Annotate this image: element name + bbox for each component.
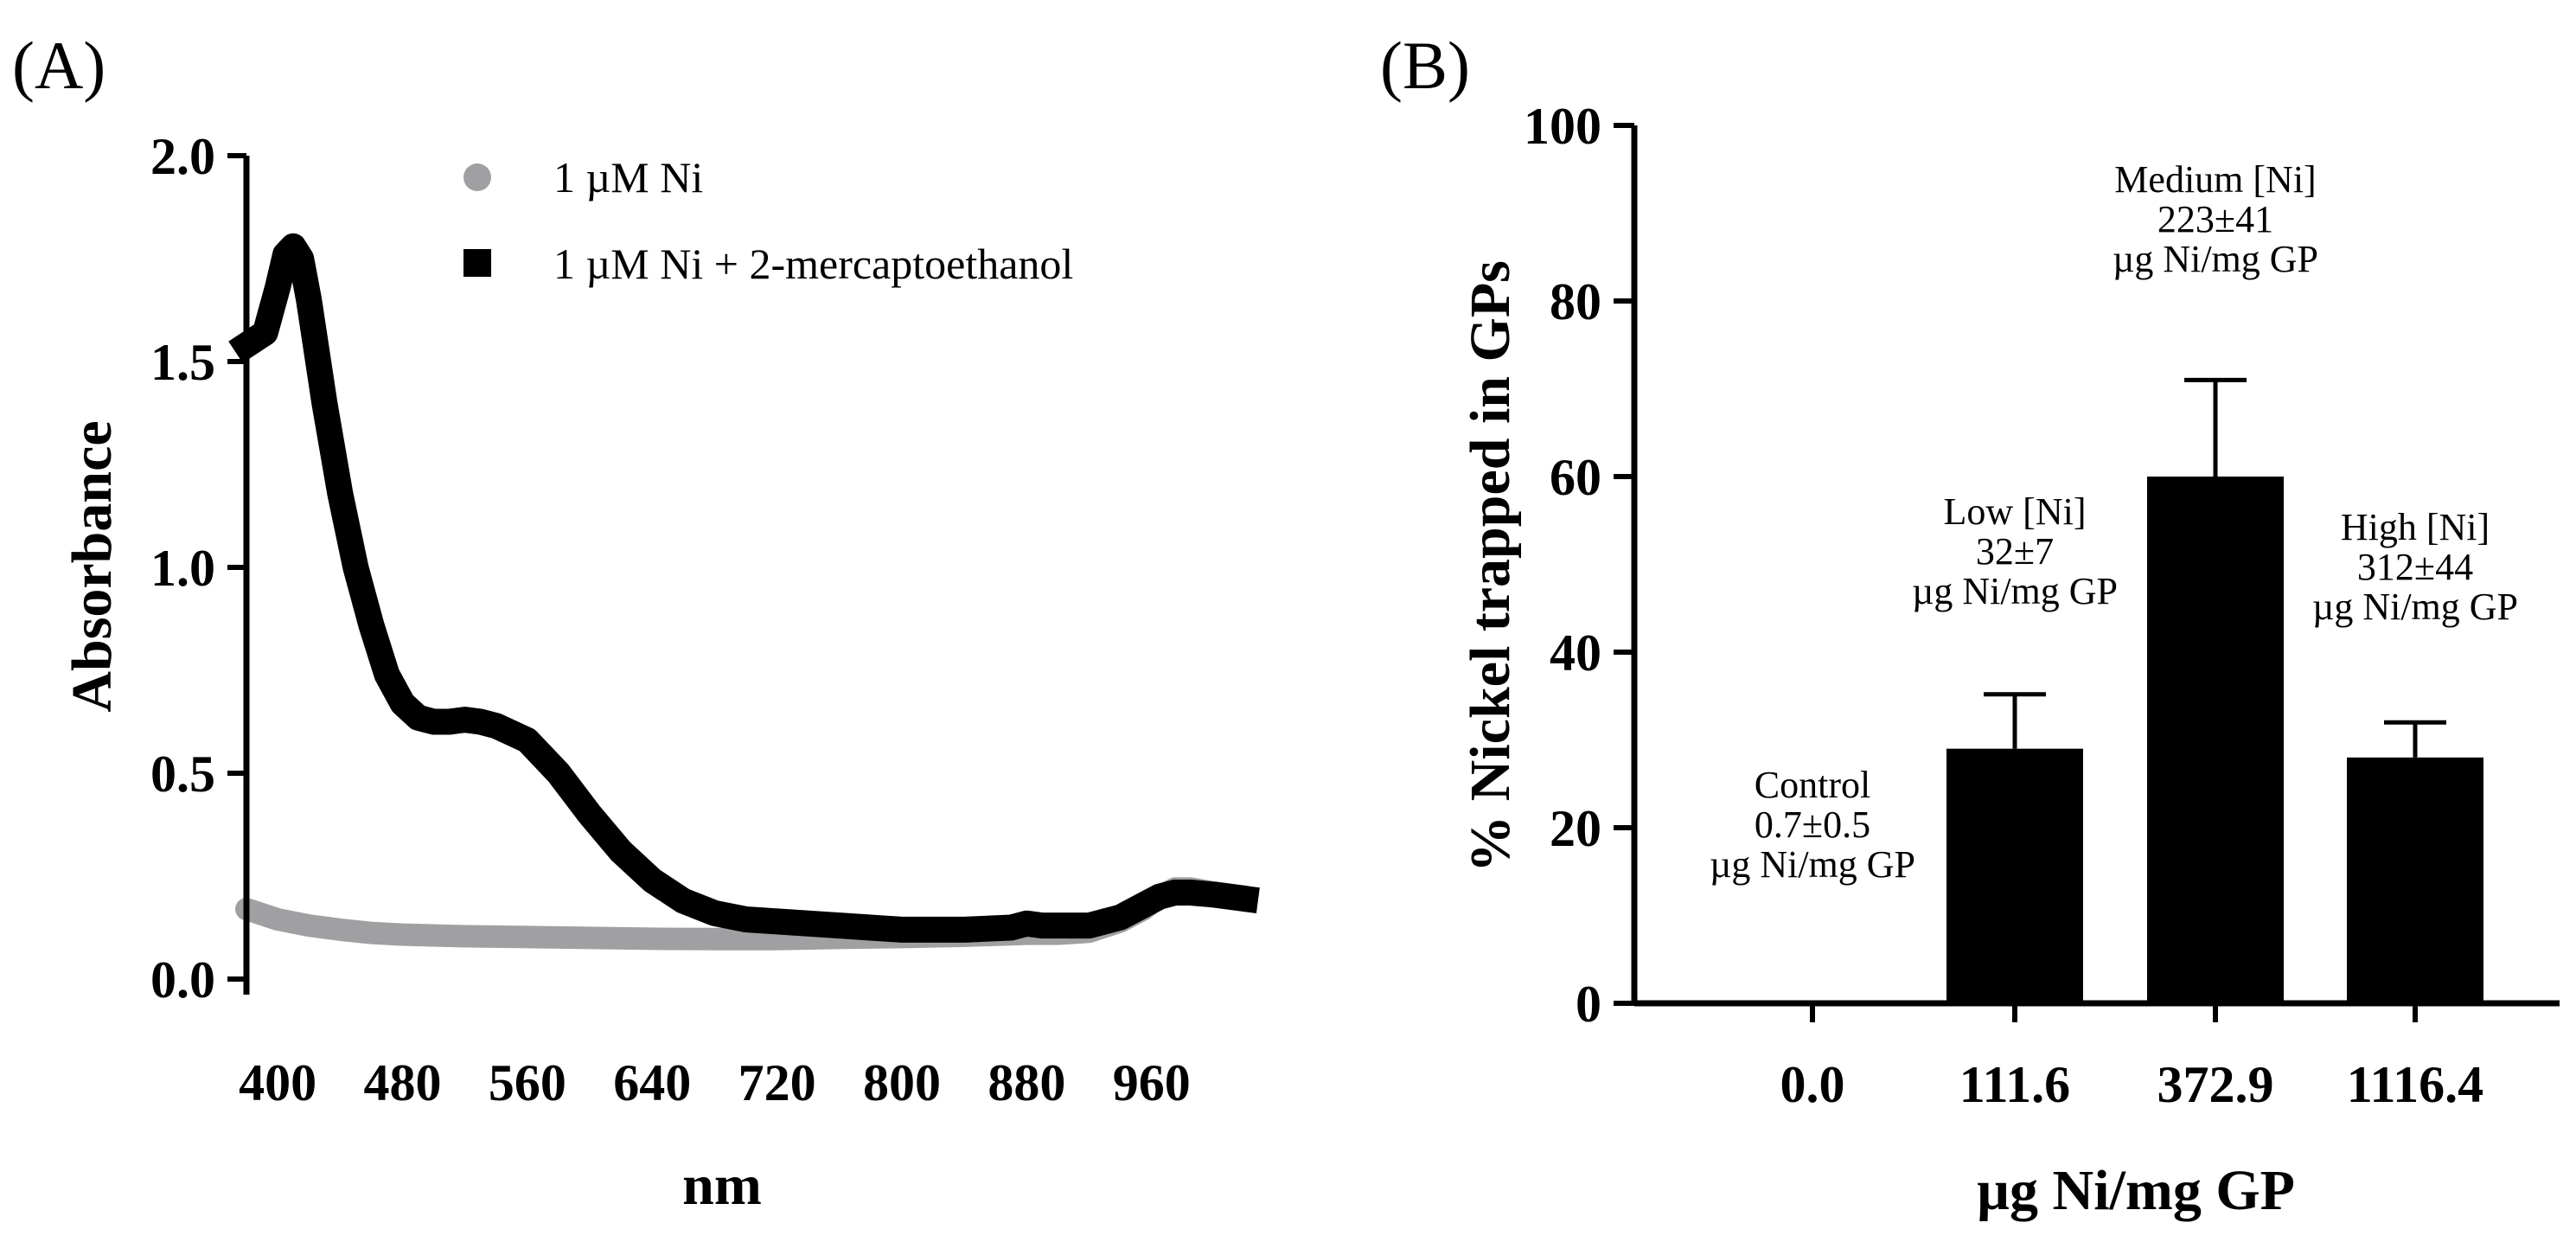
panel-b-axes: 0 20 40 60 80 100 0.0 111.6 372.9 1116.4	[1524, 98, 2560, 1113]
bar-annotation-line: 32±7	[1976, 530, 2054, 573]
panel-b-label: (B)	[1380, 28, 1470, 103]
x-tick-label: 1116.4	[2347, 1056, 2483, 1113]
bar-annotation-line: 312±44	[2357, 546, 2473, 588]
x-tick-label: 960	[1113, 1054, 1191, 1111]
legend-marker-square	[463, 249, 491, 277]
x-tick-label: 0.0	[1780, 1056, 1845, 1113]
x-tick-label: 400	[239, 1054, 316, 1111]
panel-a-label: (A)	[12, 28, 105, 103]
panel-a-axes: 0.0 0.5 1.0 1.5 2.0 400 480 560 640 720 800 880 960	[150, 128, 1191, 1111]
series-line-ni-mercaptoethanol	[228, 233, 1260, 943]
bar-annotation-line: Low [Ni]	[1944, 490, 2087, 533]
y-tick-label: 0.0	[150, 951, 215, 1008]
bar-annotation-line: High [Ni]	[2341, 506, 2490, 548]
bar-annotation-line: µg Ni/mg GP	[2113, 238, 2318, 280]
bar-annotation-line: µg Ni/mg GP	[1912, 570, 2118, 612]
panel-b-bars-layer	[1946, 377, 2483, 1003]
panel-b: (B) 0 20 40 60 80 100 0.0 111.6 372.9 1116.4 Cont…	[1380, 28, 2560, 1222]
y-tick-label: 40	[1550, 624, 1601, 682]
x-tick-label: 640	[613, 1054, 691, 1111]
bar-annotation-line: Control	[1755, 764, 1870, 806]
legend-marker-circle	[463, 163, 491, 191]
y-tick-label: 1.5	[150, 334, 215, 391]
y-tick-label: 0.5	[150, 746, 215, 803]
x-tick-label: 372.9	[2157, 1056, 2274, 1113]
bar-annotation-line: 223±41	[2157, 198, 2273, 240]
x-tick-label: 720	[738, 1054, 816, 1111]
y-tick-label: 0	[1576, 976, 1601, 1033]
legend-label: 1 µM Ni + 2-mercaptoethanol	[553, 240, 1073, 288]
y-tick-label: 2.0	[150, 128, 215, 185]
y-tick-label: 100	[1524, 98, 1601, 155]
bar-annotation-line: µg Ni/mg GP	[1710, 843, 1915, 886]
x-tick-label: 880	[988, 1054, 1065, 1111]
x-tick-label: 560	[489, 1054, 566, 1111]
x-tick-label: 480	[363, 1054, 441, 1111]
panel-a: (A) 0.0 0.5 1.0 1.5 2.0 400 480 560 640 720 800 880…	[12, 28, 1260, 1217]
bar-372.9	[2147, 477, 2284, 1003]
bar-111.6	[1946, 748, 2083, 1003]
y-tick-label: 20	[1550, 800, 1601, 857]
y-tick-label: 60	[1550, 449, 1601, 506]
panel-a-y-axis-title: Absorbance	[61, 420, 124, 712]
y-tick-label: 80	[1550, 273, 1601, 330]
panel-a-x-axis-title: nm	[682, 1154, 762, 1217]
panel-a-legend: 1 µM Ni 1 µM Ni + 2-mercaptoethanol	[463, 153, 1073, 288]
bar-1116.4	[2347, 757, 2483, 1003]
legend-label: 1 µM Ni	[553, 153, 703, 202]
panel-b-x-axis-title: µg Ni/mg GP	[1977, 1159, 2295, 1222]
x-tick-label: 111.6	[1959, 1056, 2070, 1113]
bar-annotation-line: µg Ni/mg GP	[2312, 586, 2518, 628]
panel-b-y-axis-title: % Nickel trapped in GPs	[1459, 260, 1522, 873]
bar-annotation-line: Medium [Ni]	[2114, 158, 2316, 201]
y-tick-label: 1.0	[150, 540, 215, 597]
bar-annotation-line: 0.7±0.5	[1755, 803, 1870, 846]
panel-a-series-layer	[228, 233, 1260, 951]
x-tick-label: 800	[863, 1054, 941, 1111]
